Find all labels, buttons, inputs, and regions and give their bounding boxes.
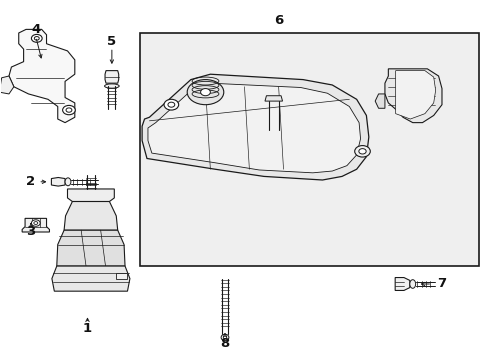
- Ellipse shape: [34, 37, 39, 40]
- Polygon shape: [57, 230, 125, 266]
- Ellipse shape: [163, 99, 178, 110]
- Ellipse shape: [66, 108, 72, 112]
- Ellipse shape: [34, 222, 38, 225]
- Polygon shape: [105, 71, 119, 83]
- Polygon shape: [0, 76, 14, 94]
- Ellipse shape: [187, 80, 224, 105]
- Ellipse shape: [65, 178, 71, 186]
- Polygon shape: [384, 69, 441, 123]
- Polygon shape: [394, 278, 409, 291]
- Text: 4: 4: [31, 23, 41, 36]
- Polygon shape: [142, 74, 368, 180]
- Text: 6: 6: [273, 14, 283, 27]
- Ellipse shape: [358, 149, 366, 154]
- Ellipse shape: [62, 105, 75, 115]
- Polygon shape: [51, 177, 65, 186]
- Ellipse shape: [221, 334, 228, 341]
- Polygon shape: [264, 96, 282, 101]
- Ellipse shape: [104, 84, 119, 88]
- Polygon shape: [116, 273, 127, 279]
- Text: 2: 2: [26, 175, 36, 188]
- Polygon shape: [374, 94, 384, 108]
- Polygon shape: [148, 83, 360, 173]
- Ellipse shape: [415, 79, 423, 84]
- Text: 5: 5: [107, 35, 116, 49]
- Ellipse shape: [200, 89, 210, 96]
- Polygon shape: [9, 30, 75, 123]
- Ellipse shape: [354, 145, 369, 157]
- Polygon shape: [22, 219, 49, 232]
- Text: 8: 8: [220, 337, 229, 350]
- Text: 1: 1: [83, 322, 92, 335]
- Polygon shape: [67, 189, 114, 202]
- Ellipse shape: [31, 220, 40, 226]
- Ellipse shape: [411, 76, 427, 87]
- Polygon shape: [395, 71, 435, 119]
- Text: 7: 7: [436, 278, 446, 291]
- Ellipse shape: [223, 336, 226, 339]
- Polygon shape: [64, 202, 118, 230]
- Bar: [140, 33, 478, 266]
- Polygon shape: [52, 266, 130, 291]
- Ellipse shape: [409, 280, 415, 288]
- Text: 3: 3: [26, 225, 36, 238]
- Ellipse shape: [31, 35, 42, 42]
- Ellipse shape: [167, 102, 174, 107]
